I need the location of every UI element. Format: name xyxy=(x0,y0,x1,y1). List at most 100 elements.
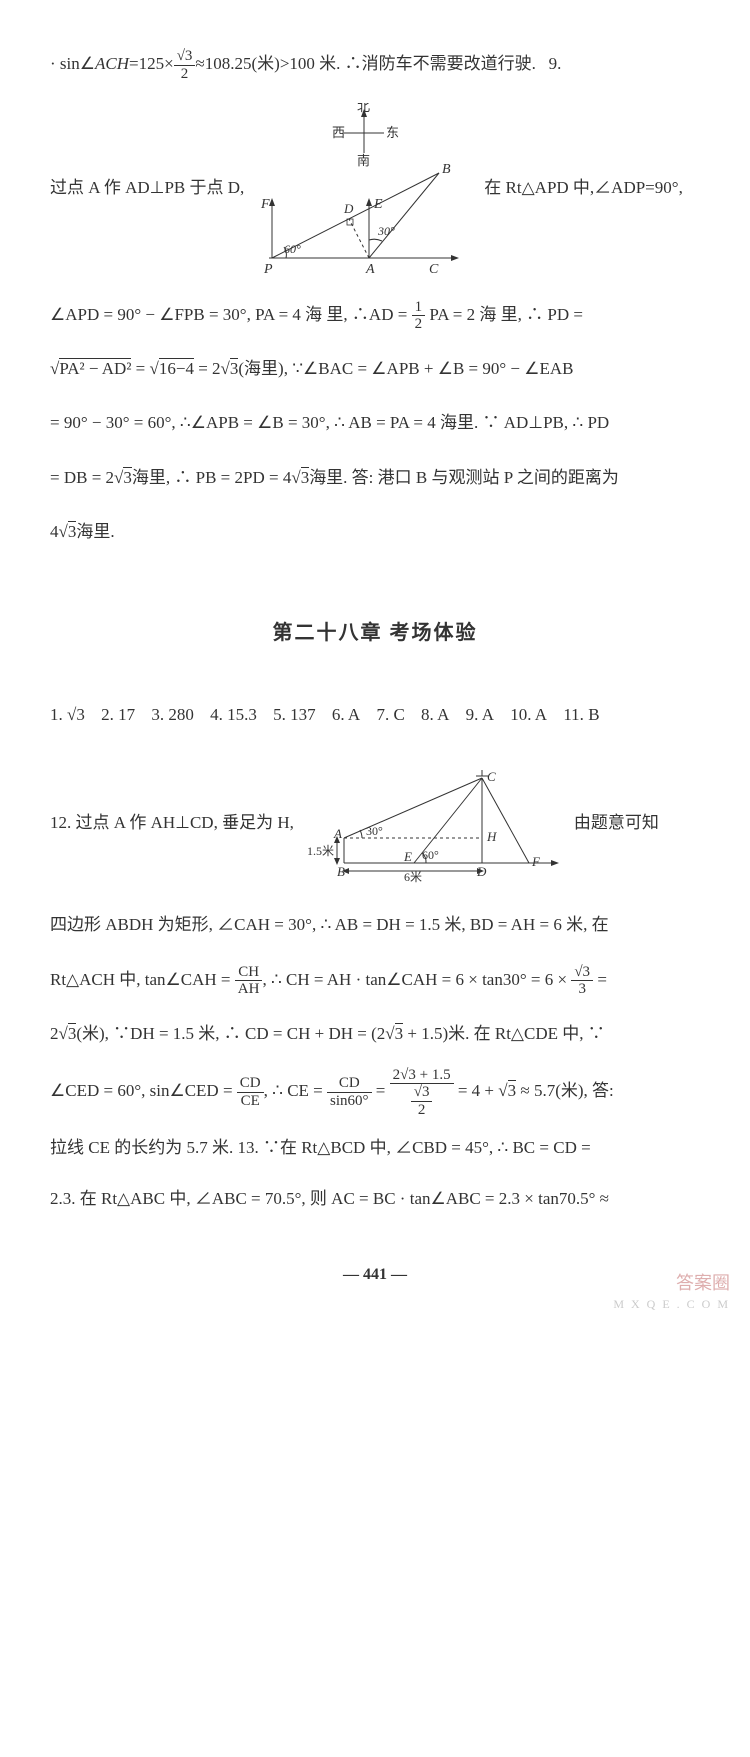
para-13: 四边形 ABDH 为矩形, ∠CAH = 30°, ∴ AB = DH = 1.… xyxy=(50,898,700,952)
para-15: 2√3(米), ∵DH = 1.5 米, ∴ CD = CH + DH = (2… xyxy=(50,1007,700,1061)
p4-sqrt1: √PA² − AD² xyxy=(50,358,131,378)
p6-sqrt2: √3 xyxy=(291,467,309,487)
figure-1: 北 南 西 东 P A C F E B xyxy=(254,103,474,273)
p15-t1: 2 xyxy=(50,1024,59,1043)
para-6: = DB = 2√3海里, ∴ PB = 2PD = 4√3海里. 答: 港口 … xyxy=(50,451,700,505)
p7-t1: 4 xyxy=(50,522,59,541)
svg-text:H: H xyxy=(486,829,497,844)
p15-t3: + 1.5)米. 在 Rt△CDE 中, ∵ xyxy=(403,1024,605,1043)
ans-5: 5. 137 xyxy=(273,705,316,724)
p1-frac: √32 xyxy=(174,48,196,82)
p16-sq: √3 xyxy=(498,1080,516,1100)
svg-text:B: B xyxy=(442,162,451,177)
ans-1: 1. √3 xyxy=(50,705,85,724)
svg-text:6米: 6米 xyxy=(404,870,422,883)
p16-t3: = xyxy=(372,1081,390,1100)
svg-text:西: 西 xyxy=(332,125,345,140)
p4-sqrt2: √16−4 xyxy=(150,358,194,378)
watermark-main: 答案圈 xyxy=(613,1271,730,1296)
p16-f2: CDsin60° xyxy=(327,1075,372,1109)
ans-11: 11. B xyxy=(563,705,599,724)
p1-approx: ≈108.25(米)>100 米. ∴消防车不需要改道行驶. xyxy=(195,54,536,73)
para-4: √PA² − AD² = √16−4 = 2√3(海里), ∵∠BAC = ∠A… xyxy=(50,342,700,396)
chapter-title: 第二十八章 考场体验 xyxy=(50,605,700,661)
p15-t2: (米), ∵DH = 1.5 米, ∴ CD = CH + DH = (2 xyxy=(76,1024,385,1043)
page-number: — 441 — xyxy=(50,1253,700,1298)
p6-sqrt1: √3 xyxy=(114,467,132,487)
p15-sq2: √3 xyxy=(385,1023,403,1043)
para-16: ∠CED = 60°, sin∠CED = CDCE, ∴ CE = CDsin… xyxy=(50,1061,700,1121)
svg-text:E: E xyxy=(403,849,412,864)
svg-text:东: 东 xyxy=(386,125,399,140)
svg-text:南: 南 xyxy=(357,153,370,168)
p16-t1: ∠CED = 60°, sin∠CED = xyxy=(50,1081,237,1100)
p14-t2: , ∴ CH = AH · tan∠CAH = 6 × tan30° = 6 × xyxy=(262,970,571,989)
p4-t1: = xyxy=(131,359,149,378)
svg-text:F: F xyxy=(531,854,541,869)
p16-f3: 2√3 + 1.5√32 xyxy=(390,1067,454,1119)
para-7: 4√3海里. xyxy=(50,505,700,559)
para-17: 拉线 CE 的长约为 5.7 米. 13. ∵在 Rt△BCD 中, ∠CBD … xyxy=(50,1121,700,1175)
svg-text:D: D xyxy=(343,201,354,216)
p4-sqrt3: √3 xyxy=(221,358,239,378)
p16-t4: = 4 + xyxy=(454,1081,499,1100)
svg-text:30°: 30° xyxy=(366,824,383,838)
p15-sq1: √3 xyxy=(59,1023,77,1043)
ans-10: 10. A xyxy=(510,705,547,724)
p1-eq: =125× xyxy=(129,54,174,73)
svg-text:A: A xyxy=(365,262,375,273)
p14-f2: √33 xyxy=(571,964,593,998)
para-18: 2.3. 在 Rt△ABC 中, ∠ABC = 70.5°, 则 AC = BC… xyxy=(50,1175,700,1223)
p14-t1: Rt△ACH 中, tan∠CAH = xyxy=(50,970,235,989)
p7-t2: 海里. xyxy=(76,522,114,541)
answer-row: 1. √3 2. 17 3. 280 4. 15.3 5. 137 6. A 7… xyxy=(50,691,700,739)
figure2-line: 12. 过点 A 作 AH⊥CD, 垂足为 H, B D F A C xyxy=(50,763,700,883)
p2-right: 在 Rt△APD 中,∠ADP=90°, xyxy=(484,164,683,212)
p12-left: 12. 过点 A 作 AH⊥CD, 垂足为 H, xyxy=(50,799,294,847)
watermark-sub: M X Q E . C O M xyxy=(613,1296,730,1313)
svg-text:60°: 60° xyxy=(422,848,439,862)
ans-3: 3. 280 xyxy=(151,705,194,724)
p6-t2: 海里, ∴ PB = 2PD = 4 xyxy=(132,468,291,487)
p1-prefix: · sin∠ xyxy=(50,54,95,73)
svg-text:F: F xyxy=(260,197,270,212)
ans-6: 6. A xyxy=(332,705,360,724)
p14-t3: = xyxy=(593,970,607,989)
p12-right: 由题意可知 xyxy=(574,799,659,847)
ans-4: 4. 15.3 xyxy=(210,705,257,724)
para-3: ∠APD = 90° − ∠FPB = 30°, PA = 4 海 里, ∴AD… xyxy=(50,288,700,342)
figure1-line: 过点 A 作 AD⊥PB 于点 D, 北 南 西 东 P A C F xyxy=(50,103,700,273)
para-5: = 90° − 30° = 60°, ∴∠APB = ∠B = 30°, ∴ A… xyxy=(50,396,700,450)
p16-t2: , ∴ CE = xyxy=(264,1081,327,1100)
para-14: Rt△ACH 中, tan∠CAH = CHAH, ∴ CH = AH · ta… xyxy=(50,953,700,1007)
p1-var: ACH xyxy=(95,54,129,73)
para-1: · sin∠ACH=125×√32≈108.25(米)>100 米. ∴消防车不… xyxy=(50,40,700,88)
ans-9: 9. A xyxy=(466,705,494,724)
p4-t2: = 2 xyxy=(194,359,221,378)
ans-8: 8. A xyxy=(421,705,449,724)
ans-2: 2. 17 xyxy=(101,705,135,724)
ans-7: 7. C xyxy=(376,705,404,724)
p2-left: 过点 A 作 AD⊥PB 于点 D, xyxy=(50,164,244,212)
svg-text:C: C xyxy=(429,262,439,273)
svg-text:30°: 30° xyxy=(377,224,395,238)
p3-t2: PA = 2 海 里, ∴ PD = xyxy=(425,305,583,324)
svg-text:北: 北 xyxy=(357,103,370,114)
svg-text:P: P xyxy=(263,262,273,273)
p3-t1: ∠APD = 90° − ∠FPB = 30°, PA = 4 海 里, ∴AD… xyxy=(50,305,412,324)
p14-f1: CHAH xyxy=(235,964,263,998)
p7-sqrt1: √3 xyxy=(59,521,77,541)
p3-frac: 12 xyxy=(412,299,426,333)
p16-t5: ≈ 5.7(米), 答: xyxy=(516,1081,614,1100)
p6-t3: 海里. 答: 港口 B 与观测站 P 之间的距离为 xyxy=(309,468,619,487)
p16-f1: CDCE xyxy=(237,1075,264,1109)
figure-2: B D F A C H E xyxy=(304,763,564,883)
p1-qnum: 9. xyxy=(549,54,562,73)
svg-text:60°: 60° xyxy=(284,242,301,256)
p4-t3: (海里), ∵∠BAC = ∠APB + ∠B = 90° − ∠EAB xyxy=(238,359,573,378)
p6-t1: = DB = 2 xyxy=(50,468,114,487)
svg-text:1.5米: 1.5米 xyxy=(307,844,334,858)
svg-text:C: C xyxy=(487,769,496,784)
watermark: 答案圈 M X Q E . C O M xyxy=(613,1271,730,1313)
page-content: · sin∠ACH=125×√32≈108.25(米)>100 米. ∴消防车不… xyxy=(50,40,700,1298)
